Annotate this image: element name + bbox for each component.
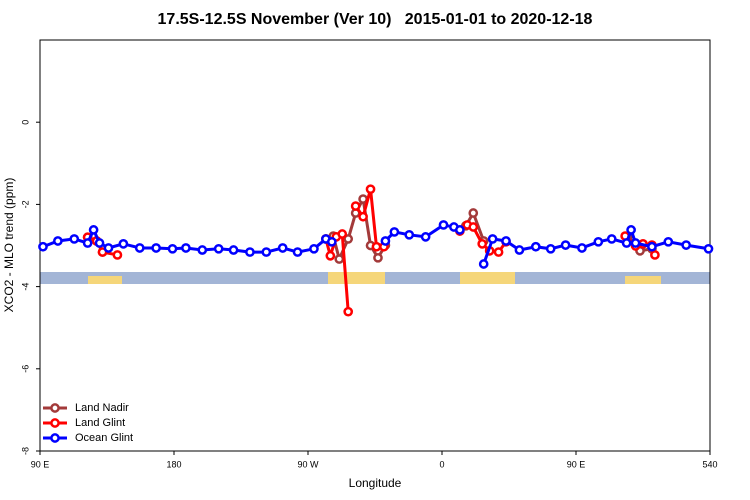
data-point xyxy=(167,243,178,254)
data-point xyxy=(103,243,114,253)
data-point xyxy=(213,243,224,254)
data-point xyxy=(630,238,641,248)
legend-label: Ocean Glint xyxy=(75,432,133,444)
data-point xyxy=(371,241,382,252)
x-tick-label: 0 xyxy=(439,459,444,469)
data-point xyxy=(350,201,361,211)
data-point xyxy=(380,236,391,246)
data-point xyxy=(493,247,504,257)
data-point xyxy=(292,247,303,257)
data-point xyxy=(530,241,541,252)
data-point xyxy=(545,243,556,254)
data-point xyxy=(560,240,571,250)
legend-label: Land Nadir xyxy=(75,402,129,414)
data-point xyxy=(82,238,93,248)
data-point xyxy=(325,250,336,261)
data-point xyxy=(228,245,239,255)
data-point xyxy=(626,225,636,235)
data-point xyxy=(88,225,99,235)
data-point xyxy=(373,252,383,263)
data-point xyxy=(343,234,354,244)
legend-marker xyxy=(50,418,60,428)
map-band xyxy=(40,272,710,284)
y-tick-label: -4 xyxy=(20,283,30,291)
data-point xyxy=(343,306,354,317)
data-point xyxy=(703,243,714,254)
data-point xyxy=(681,240,692,250)
data-point xyxy=(478,259,489,269)
x-tick-label: 540 xyxy=(702,459,717,469)
data-point xyxy=(501,236,511,246)
data-point xyxy=(487,234,498,244)
data-point xyxy=(365,184,376,195)
y-tick-label: 0 xyxy=(20,120,30,125)
data-point xyxy=(438,220,449,230)
data-point xyxy=(663,236,674,247)
land-patch xyxy=(625,276,661,284)
x-axis-label: Longitude xyxy=(349,476,402,490)
legend-label: Land Glint xyxy=(75,417,125,429)
legend-marker xyxy=(50,403,60,413)
data-point xyxy=(53,236,63,246)
chart-title: 17.5S-12.5S November (Ver 10) 2015-01-01… xyxy=(158,11,593,28)
data-point xyxy=(38,241,48,252)
data-point xyxy=(358,194,368,204)
x-tick-label: 180 xyxy=(166,459,181,469)
data-point xyxy=(112,250,123,260)
data-point xyxy=(326,236,337,247)
data-point xyxy=(94,238,105,248)
data-point xyxy=(245,247,255,257)
data-point xyxy=(134,243,145,253)
data-point xyxy=(181,243,191,253)
data-point xyxy=(420,232,431,242)
data-point xyxy=(261,247,272,257)
data-point xyxy=(477,239,488,249)
x-tick-label: 90 E xyxy=(31,459,50,469)
data-point xyxy=(389,227,400,237)
data-point xyxy=(309,243,319,254)
land-patch xyxy=(328,272,385,284)
data-point xyxy=(118,239,129,249)
y-axis-label: XCO2 - MLO trend (ppm) xyxy=(2,178,16,313)
x-tick-label: 90 E xyxy=(567,459,586,469)
data-point xyxy=(69,234,80,244)
y-tick-label: -8 xyxy=(20,447,30,455)
data-point xyxy=(334,254,345,264)
data-point xyxy=(468,222,479,232)
y-tick-label: -6 xyxy=(20,365,30,373)
data-point xyxy=(606,234,617,244)
data-point xyxy=(358,211,368,222)
land-patch xyxy=(460,272,515,284)
legend-marker xyxy=(50,433,60,443)
data-point xyxy=(650,250,660,260)
data-point xyxy=(337,229,348,239)
data-point xyxy=(593,236,604,247)
data-point xyxy=(621,238,632,248)
data-point xyxy=(468,208,479,218)
data-point xyxy=(404,229,415,240)
data-point xyxy=(577,243,587,253)
data-point xyxy=(514,245,525,255)
data-point xyxy=(197,245,208,255)
y-tick-label: -2 xyxy=(20,200,30,208)
data-point xyxy=(151,243,161,253)
land-patch xyxy=(88,276,122,284)
data-point xyxy=(647,241,657,252)
data-point xyxy=(277,243,288,253)
data-point xyxy=(455,225,465,235)
x-tick-label: 90 W xyxy=(297,459,319,469)
